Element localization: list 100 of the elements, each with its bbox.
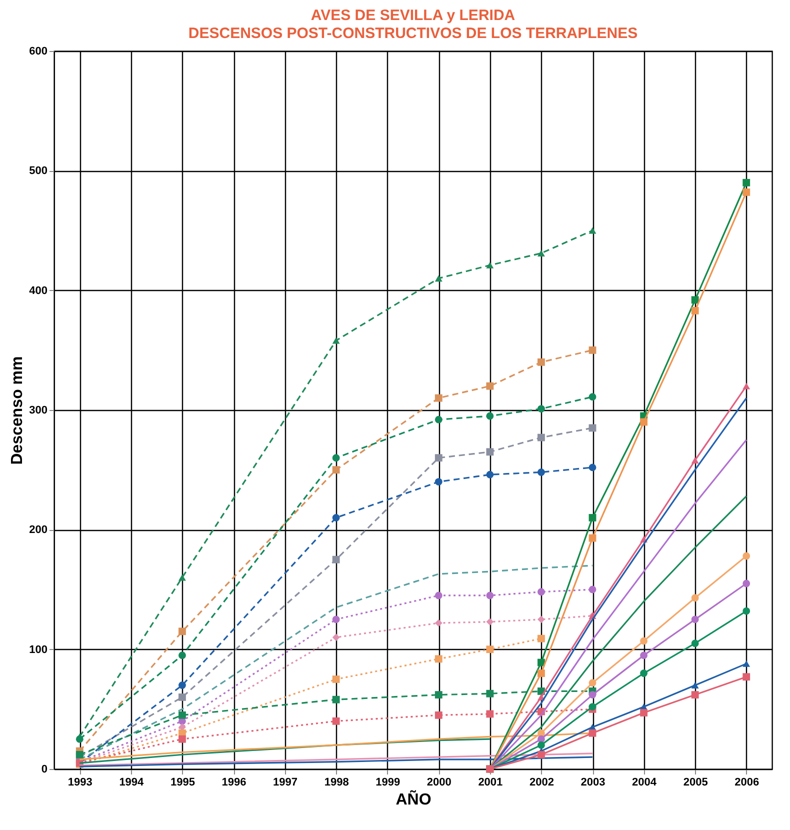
point xyxy=(538,616,545,624)
point xyxy=(434,454,442,462)
x-tick-label: 2006 xyxy=(734,776,760,788)
point xyxy=(742,188,750,196)
x-tick-label: 1996 xyxy=(222,776,246,788)
y-tick-label: 300 xyxy=(29,404,48,416)
point xyxy=(640,709,648,716)
x-tick-label: 2001 xyxy=(478,776,503,788)
point xyxy=(538,634,545,642)
y-tick-label: 500 xyxy=(29,165,48,178)
point xyxy=(691,594,699,602)
point xyxy=(178,735,186,743)
point xyxy=(691,682,699,688)
y-tick-label: 400 xyxy=(29,284,48,297)
chart-subtitle: DESCENSOS POST-CONSTRUCTIVOS DE LOS TERRAPLENES xyxy=(188,25,638,42)
point xyxy=(691,616,699,624)
point xyxy=(178,652,186,660)
point xyxy=(742,178,750,186)
point xyxy=(332,337,340,344)
point xyxy=(178,711,186,719)
point xyxy=(332,696,340,704)
x-tick-label: 1997 xyxy=(273,776,298,788)
x-tick-label: 1994 xyxy=(119,776,145,788)
point xyxy=(486,646,494,654)
point xyxy=(742,607,750,615)
x-tick-label: 2002 xyxy=(529,776,554,788)
point xyxy=(588,514,596,522)
point xyxy=(332,616,340,624)
point xyxy=(434,691,442,699)
point xyxy=(434,619,442,627)
point xyxy=(332,634,340,642)
point xyxy=(332,556,340,564)
point xyxy=(486,690,494,698)
point xyxy=(486,382,494,390)
point xyxy=(588,393,596,401)
y-tick-label: 600 xyxy=(29,46,48,58)
point xyxy=(588,691,596,699)
point xyxy=(332,454,340,462)
point xyxy=(538,434,545,442)
point xyxy=(178,682,186,689)
point xyxy=(640,418,648,426)
point xyxy=(640,670,648,677)
x-axis-title: AÑO xyxy=(396,790,432,808)
point xyxy=(434,275,442,282)
point xyxy=(434,394,442,402)
point xyxy=(588,534,596,542)
point xyxy=(332,676,340,683)
point xyxy=(538,468,545,476)
point xyxy=(486,592,494,600)
point xyxy=(538,405,545,413)
point xyxy=(178,628,186,636)
x-tick-label: 1993 xyxy=(68,776,92,788)
point xyxy=(588,346,596,354)
point xyxy=(588,227,596,234)
point xyxy=(434,711,442,719)
x-tick-label: 2003 xyxy=(580,776,606,788)
point xyxy=(691,306,699,314)
y-tick-label: 0 xyxy=(41,764,48,776)
point xyxy=(434,478,442,486)
x-tick-label: 1999 xyxy=(376,776,400,788)
point xyxy=(640,652,648,660)
y-tick-label: 100 xyxy=(29,644,48,656)
point xyxy=(434,592,442,600)
point xyxy=(332,466,340,474)
point xyxy=(178,574,186,581)
point xyxy=(434,655,442,663)
point xyxy=(486,470,494,478)
point xyxy=(640,637,648,645)
point xyxy=(538,670,545,677)
point xyxy=(742,552,750,560)
point xyxy=(691,457,699,464)
y-tick-label: 200 xyxy=(29,524,48,536)
point xyxy=(588,586,596,594)
point xyxy=(742,673,750,681)
point xyxy=(332,514,340,522)
point xyxy=(538,358,545,366)
point xyxy=(742,382,750,390)
x-tick-label: 1998 xyxy=(324,776,349,788)
point xyxy=(588,703,596,710)
x-tick-label: 1995 xyxy=(170,776,195,788)
point xyxy=(538,588,545,596)
point xyxy=(742,580,750,588)
point xyxy=(588,424,596,432)
point xyxy=(434,416,442,424)
x-tick-label: 2000 xyxy=(426,776,452,788)
point xyxy=(691,640,699,648)
x-tick-label: 2004 xyxy=(632,776,658,788)
point xyxy=(691,296,699,304)
y-axis-title: Descenso mm xyxy=(9,356,26,465)
chart-title: AVES DE SEVILLA y LERIDA xyxy=(310,7,516,24)
point xyxy=(486,262,494,268)
point xyxy=(178,693,186,701)
point xyxy=(76,750,84,758)
point xyxy=(691,691,699,699)
point xyxy=(538,750,545,758)
point xyxy=(742,660,750,667)
point xyxy=(538,741,545,749)
point xyxy=(76,735,84,743)
point xyxy=(588,464,596,472)
point xyxy=(486,618,494,626)
